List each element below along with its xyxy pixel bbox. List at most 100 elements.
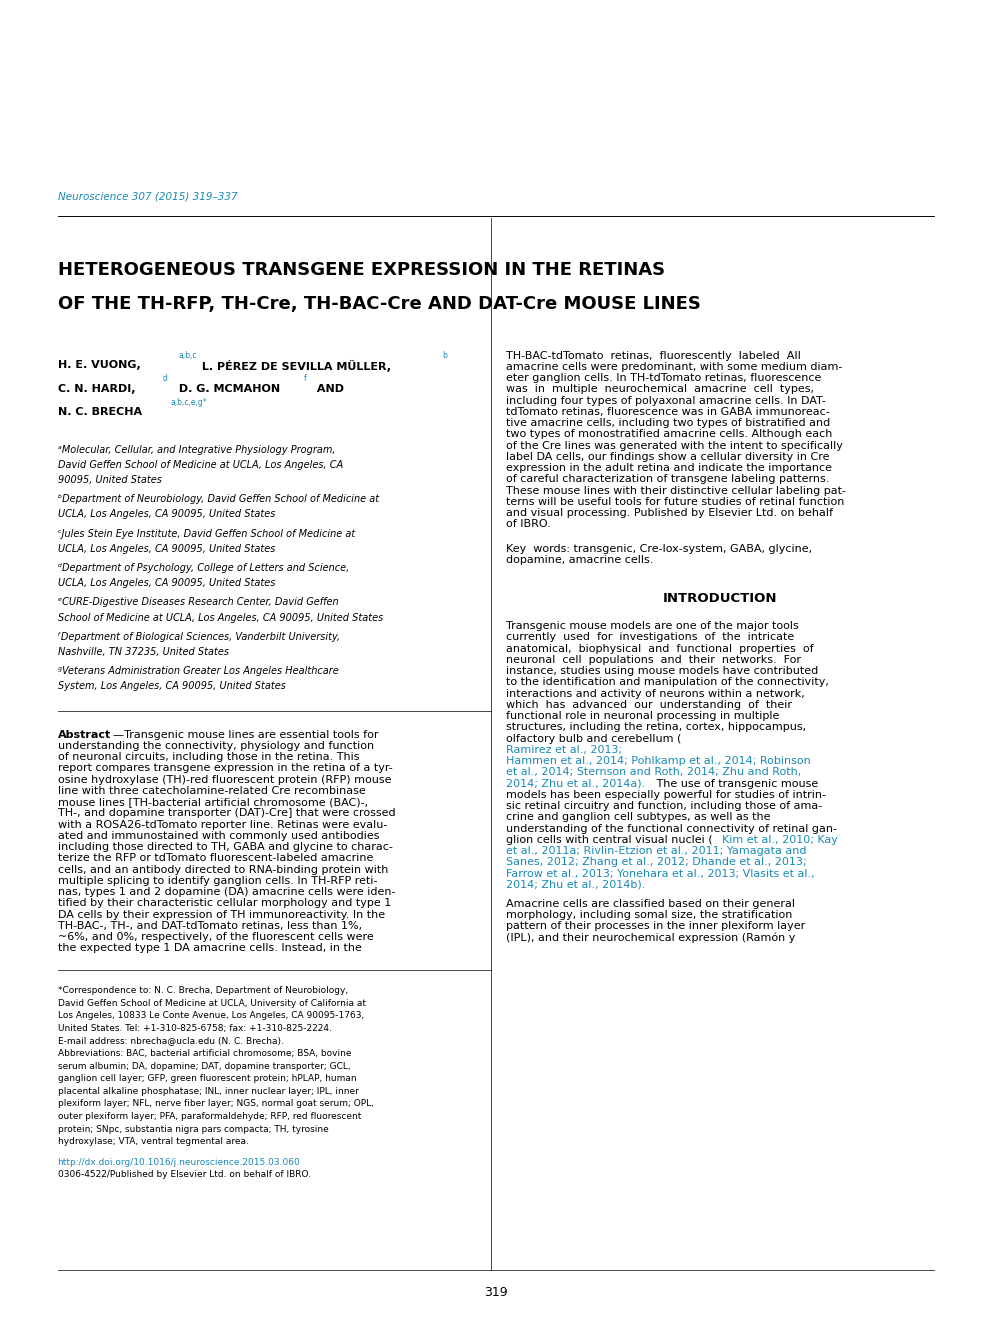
Text: protein; SNpc, substantia nigra pars compacta; TH, tyrosine: protein; SNpc, substantia nigra pars com…: [58, 1125, 328, 1134]
Text: *Correspondence to: N. C. Brecha, Department of Neurobiology,: *Correspondence to: N. C. Brecha, Depart…: [58, 986, 347, 995]
Text: glion cells with central visual nuclei (: glion cells with central visual nuclei (: [506, 835, 712, 845]
Text: of the Cre lines was generated with the intent to specifically: of the Cre lines was generated with the …: [506, 441, 843, 451]
Text: multiple splicing to identify ganglion cells. In TH-RFP reti-: multiple splicing to identify ganglion c…: [58, 876, 377, 886]
Text: E-mail address: nbrecha@ucla.edu (N. C. Brecha).: E-mail address: nbrecha@ucla.edu (N. C. …: [58, 1036, 284, 1045]
Text: sic retinal circuitry and function, including those of ama-: sic retinal circuitry and function, incl…: [506, 800, 822, 811]
Text: tive amacrine cells, including two types of bistratified and: tive amacrine cells, including two types…: [506, 418, 830, 429]
Text: hydroxylase; VTA, ventral tegmental area.: hydroxylase; VTA, ventral tegmental area…: [58, 1136, 248, 1146]
Text: including four types of polyaxonal amacrine cells. In DAT-: including four types of polyaxonal amacr…: [506, 396, 825, 406]
Text: Farrow et al., 2013; Yonehara et al., 2013; Vlasits et al.,: Farrow et al., 2013; Yonehara et al., 20…: [506, 868, 814, 878]
Text: H. E. VUONG,: H. E. VUONG,: [58, 360, 140, 370]
Text: b: b: [442, 351, 447, 360]
Text: DA cells by their expression of TH immunoreactivity. In the: DA cells by their expression of TH immun…: [58, 909, 385, 919]
Text: David Geffen School of Medicine at UCLA, Los Angeles, CA: David Geffen School of Medicine at UCLA,…: [58, 460, 342, 470]
Text: ated and immunostained with commonly used antibodies: ated and immunostained with commonly use…: [58, 831, 379, 841]
Text: ᶠDepartment of Biological Sciences, Vanderbilt University,: ᶠDepartment of Biological Sciences, Vand…: [58, 631, 339, 642]
Text: ~6%, and 0%, respectively, of the fluorescent cells were: ~6%, and 0%, respectively, of the fluore…: [58, 931, 373, 942]
Text: 2014; Zhu et al., 2014a).: 2014; Zhu et al., 2014a).: [506, 778, 645, 789]
Text: UCLA, Los Angeles, CA 90095, United States: UCLA, Los Angeles, CA 90095, United Stat…: [58, 544, 275, 554]
Text: nas, types 1 and 2 dopamine (DA) amacrine cells were iden-: nas, types 1 and 2 dopamine (DA) amacrin…: [58, 886, 395, 897]
Text: two types of monostratified amacrine cells. Although each: two types of monostratified amacrine cel…: [506, 429, 832, 439]
Text: terize the RFP or tdTomato fluorescent-labeled amacrine: terize the RFP or tdTomato fluorescent-l…: [58, 853, 373, 864]
Text: plexiform layer; NFL, nerve fiber layer; NGS, normal goat serum; OPL,: plexiform layer; NFL, nerve fiber layer;…: [58, 1099, 373, 1109]
Text: 0306-4522/Published by Elsevier Ltd. on behalf of IBRO.: 0306-4522/Published by Elsevier Ltd. on …: [58, 1170, 310, 1179]
Text: line with three catecholamine-related Cre recombinase: line with three catecholamine-related Cr…: [58, 786, 365, 796]
Text: understanding of the functional connectivity of retinal gan-: understanding of the functional connecti…: [506, 823, 837, 833]
Text: ᶜJules Stein Eye Institute, David Geffen School of Medicine at: ᶜJules Stein Eye Institute, David Geffen…: [58, 528, 355, 538]
Text: tified by their characteristic cellular morphology and type 1: tified by their characteristic cellular …: [58, 898, 391, 909]
Text: crine and ganglion cell subtypes, as well as the: crine and ganglion cell subtypes, as wel…: [506, 812, 771, 823]
Text: understanding the connectivity, physiology and function: understanding the connectivity, physiolo…: [58, 741, 374, 751]
Text: of IBRO.: of IBRO.: [506, 519, 551, 529]
Text: 2014; Zhu et al., 2014b).: 2014; Zhu et al., 2014b).: [506, 880, 645, 890]
Text: with a ROSA26-tdTomato reporter line. Retinas were evalu-: with a ROSA26-tdTomato reporter line. Re…: [58, 819, 387, 830]
Text: 90095, United States: 90095, United States: [58, 475, 162, 486]
Text: Abstract: Abstract: [58, 729, 111, 740]
Text: David Geffen School of Medicine at UCLA, University of California at: David Geffen School of Medicine at UCLA,…: [58, 999, 365, 1008]
Text: morphology, including somal size, the stratification: morphology, including somal size, the st…: [506, 910, 793, 921]
Text: models has been especially powerful for studies of intrin-: models has been especially powerful for …: [506, 790, 826, 800]
Text: osine hydroxylase (TH)-red fluorescent protein (RFP) mouse: osine hydroxylase (TH)-red fluorescent p…: [58, 774, 391, 785]
Text: N. C. BRECHA: N. C. BRECHA: [58, 407, 142, 418]
Text: (IPL), and their neurochemical expression (Ramón y: (IPL), and their neurochemical expressio…: [506, 933, 796, 943]
Text: terns will be useful tools for future studies of retinal function: terns will be useful tools for future st…: [506, 496, 844, 507]
Text: Los Angeles, 10833 Le Conte Avenue, Los Angeles, CA 90095-1763,: Los Angeles, 10833 Le Conte Avenue, Los …: [58, 1011, 364, 1020]
Text: mouse lines [TH-bacterial artificial chromosome (BAC)-,: mouse lines [TH-bacterial artificial chr…: [58, 796, 368, 807]
Text: ᵇDepartment of Neurobiology, David Geffen School of Medicine at: ᵇDepartment of Neurobiology, David Geffe…: [58, 493, 379, 504]
Text: OF THE TH-RFP, TH-Cre, TH-BAC-Cre AND DAT-Cre MOUSE LINES: OF THE TH-RFP, TH-Cre, TH-BAC-Cre AND DA…: [58, 295, 700, 314]
Text: structures, including the retina, cortex, hippocampus,: structures, including the retina, cortex…: [506, 722, 806, 733]
Text: INTRODUCTION: INTRODUCTION: [663, 591, 778, 605]
Text: and visual processing. Published by Elsevier Ltd. on behalf: and visual processing. Published by Else…: [506, 508, 833, 519]
Text: functional role in neuronal processing in multiple: functional role in neuronal processing i…: [506, 710, 780, 721]
Text: ganglion cell layer; GFP, green fluorescent protein; hPLAP, human: ganglion cell layer; GFP, green fluoresc…: [58, 1074, 356, 1084]
Text: expression in the adult retina and indicate the importance: expression in the adult retina and indic…: [506, 463, 832, 474]
Text: a,b,c: a,b,c: [179, 351, 197, 360]
Text: interactions and activity of neurons within a network,: interactions and activity of neurons wit…: [506, 688, 805, 699]
Text: Kim et al., 2010; Kay: Kim et al., 2010; Kay: [722, 835, 838, 845]
Text: D. G. MCMAHON: D. G. MCMAHON: [175, 384, 280, 394]
Text: of neuronal circuits, including those in the retina. This: of neuronal circuits, including those in…: [58, 751, 359, 762]
Text: http://dx.doi.org/10.1016/j.neuroscience.2015.03.060: http://dx.doi.org/10.1016/j.neuroscience…: [58, 1158, 301, 1167]
Text: eter ganglion cells. In TH-tdTomato retinas, fluorescence: eter ganglion cells. In TH-tdTomato reti…: [506, 373, 821, 384]
Text: UCLA, Los Angeles, CA 90095, United States: UCLA, Los Angeles, CA 90095, United Stat…: [58, 509, 275, 520]
Text: ᵃMolecular, Cellular, and Integrative Physiology Program,: ᵃMolecular, Cellular, and Integrative Ph…: [58, 445, 335, 455]
Text: tdTomato retinas, fluorescence was in GABA immunoreac-: tdTomato retinas, fluorescence was in GA…: [506, 406, 829, 417]
Text: AND: AND: [313, 384, 344, 394]
Text: f: f: [304, 374, 307, 384]
Text: Amacrine cells are classified based on their general: Amacrine cells are classified based on t…: [506, 898, 795, 909]
Text: et al., 2011a; Rivlin-Etzion et al., 2011; Yamagata and: et al., 2011a; Rivlin-Etzion et al., 201…: [506, 845, 806, 856]
Text: placental alkaline phosphatase; INL, inner nuclear layer; IPL, inner: placental alkaline phosphatase; INL, inn…: [58, 1086, 358, 1095]
Text: These mouse lines with their distinctive cellular labeling pat-: These mouse lines with their distinctive…: [506, 486, 846, 496]
Text: ᵈDepartment of Psychology, College of Letters and Science,: ᵈDepartment of Psychology, College of Le…: [58, 562, 349, 573]
Text: olfactory bulb and cerebellum (: olfactory bulb and cerebellum (: [506, 733, 682, 744]
Text: outer plexiform layer; PFA, paraformaldehyde; RFP, red fluorescent: outer plexiform layer; PFA, paraformalde…: [58, 1111, 361, 1121]
Text: to the identification and manipulation of the connectivity,: to the identification and manipulation o…: [506, 677, 828, 688]
Text: Neuroscience 307 (2015) 319–337: Neuroscience 307 (2015) 319–337: [58, 192, 237, 202]
Text: dopamine, amacrine cells.: dopamine, amacrine cells.: [506, 554, 654, 565]
Text: HETEROGENEOUS TRANSGENE EXPRESSION IN THE RETINAS: HETEROGENEOUS TRANSGENE EXPRESSION IN TH…: [58, 261, 665, 279]
Text: neuronal  cell  populations  and  their  networks.  For: neuronal cell populations and their netw…: [506, 655, 801, 665]
Text: label DA cells, our findings show a cellular diversity in Cre: label DA cells, our findings show a cell…: [506, 451, 829, 462]
Text: ᵍVeterans Administration Greater Los Angeles Healthcare: ᵍVeterans Administration Greater Los Ang…: [58, 665, 338, 676]
Text: including those directed to TH, GABA and glycine to charac-: including those directed to TH, GABA and…: [58, 841, 393, 852]
Text: et al., 2014; Sternson and Roth, 2014; Zhu and Roth,: et al., 2014; Sternson and Roth, 2014; Z…: [506, 767, 802, 778]
Text: pattern of their processes in the inner plexiform layer: pattern of their processes in the inner …: [506, 921, 806, 931]
Text: which  has  advanced  our  understanding  of  their: which has advanced our understanding of …: [506, 700, 792, 710]
Text: United States. Tel: +1-310-825-6758; fax: +1-310-825-2224.: United States. Tel: +1-310-825-6758; fax…: [58, 1024, 331, 1033]
Text: ᵉCURE-Digestive Diseases Research Center, David Geffen: ᵉCURE-Digestive Diseases Research Center…: [58, 597, 338, 607]
Text: a,b,c,e,g*: a,b,c,e,g*: [171, 398, 207, 407]
Text: System, Los Angeles, CA 90095, United States: System, Los Angeles, CA 90095, United St…: [58, 681, 286, 692]
Text: cells, and an antibody directed to RNA-binding protein with: cells, and an antibody directed to RNA-b…: [58, 864, 388, 875]
Text: TH-BAC-, TH-, and DAT-tdTomato retinas, less than 1%,: TH-BAC-, TH-, and DAT-tdTomato retinas, …: [58, 921, 362, 931]
Text: amacrine cells were predominant, with some medium diam-: amacrine cells were predominant, with so…: [506, 363, 842, 372]
Text: d: d: [163, 374, 168, 384]
Text: TH-, and dopamine transporter (DAT)-Cre] that were crossed: TH-, and dopamine transporter (DAT)-Cre]…: [58, 808, 395, 819]
Text: C. N. HARDI,: C. N. HARDI,: [58, 384, 135, 394]
Text: Ramirez et al., 2013;: Ramirez et al., 2013;: [506, 745, 622, 755]
Text: anatomical,  biophysical  and  functional  properties  of: anatomical, biophysical and functional p…: [506, 643, 813, 654]
Text: UCLA, Los Angeles, CA 90095, United States: UCLA, Los Angeles, CA 90095, United Stat…: [58, 578, 275, 589]
Text: serum albumin; DA, dopamine; DAT, dopamine transporter; GCL,: serum albumin; DA, dopamine; DAT, dopami…: [58, 1061, 350, 1070]
Text: L. PÉREZ DE SEVILLA MÜLLER,: L. PÉREZ DE SEVILLA MÜLLER,: [198, 360, 392, 372]
Text: School of Medicine at UCLA, Los Angeles, CA 90095, United States: School of Medicine at UCLA, Los Angeles,…: [58, 613, 383, 623]
Text: The use of transgenic mouse: The use of transgenic mouse: [653, 778, 818, 789]
